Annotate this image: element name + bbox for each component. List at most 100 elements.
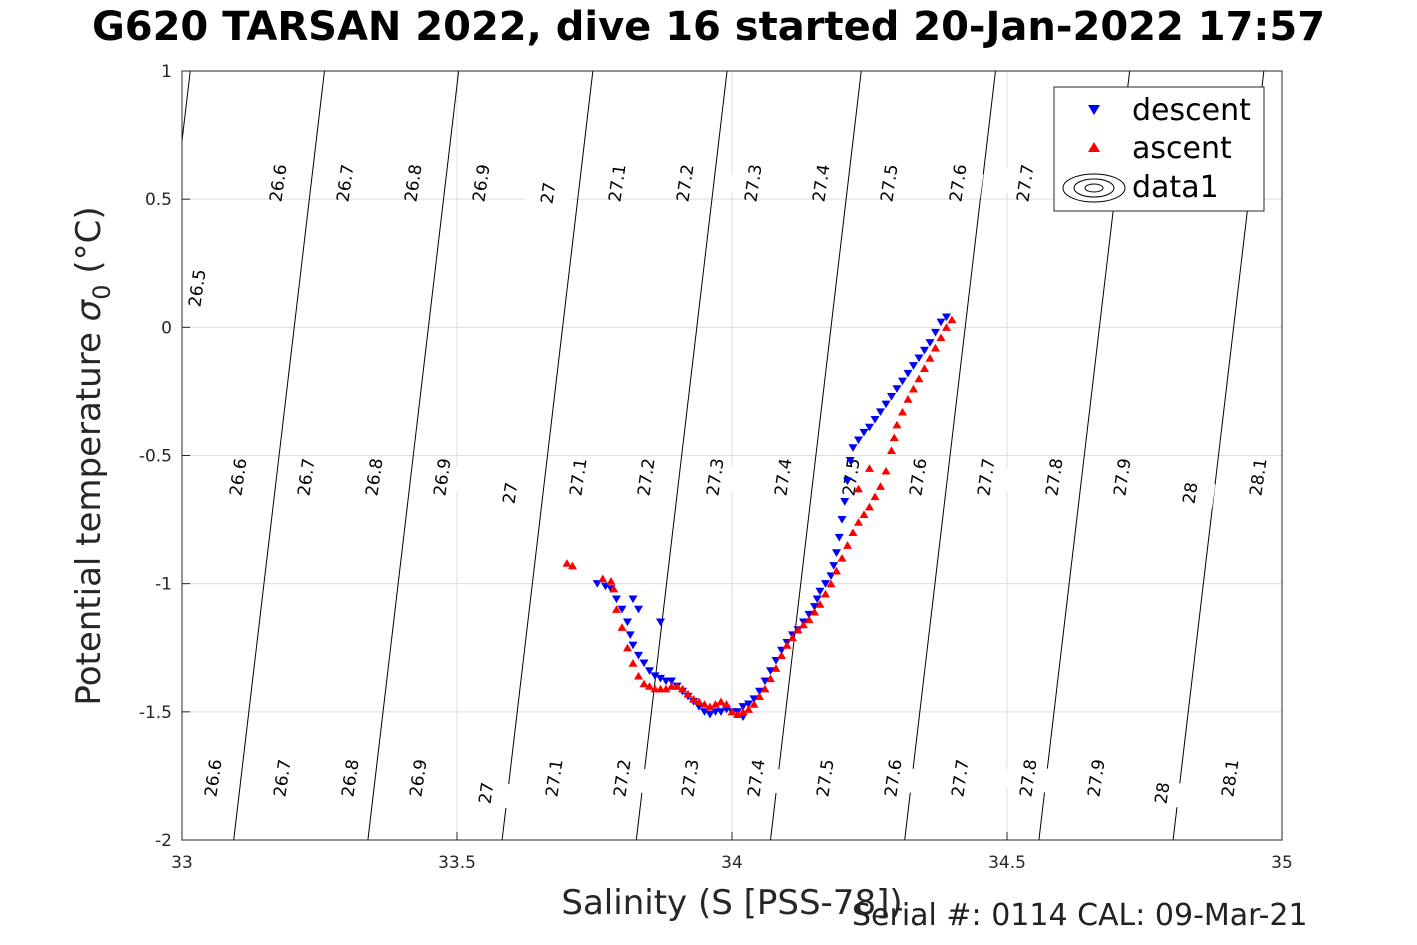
contour-label: 26.8 (401, 163, 426, 203)
ascent-point (859, 510, 869, 519)
contour-label: 27.6 (881, 758, 906, 798)
isopycnal-line (501, 71, 594, 840)
contour-label: 27.6 (906, 457, 931, 497)
descent-point (625, 631, 635, 639)
isopycnal-line (367, 71, 460, 840)
descent-point (639, 659, 649, 668)
descent-point (661, 677, 671, 686)
contour-label: 27.8 (1016, 758, 1041, 798)
contour-label: 27.3 (678, 758, 703, 798)
ascent-point (628, 659, 638, 667)
ascent-point (606, 577, 616, 585)
ascent-point (898, 407, 907, 416)
descent-point (870, 416, 880, 424)
contour-label: 27.4 (809, 163, 834, 203)
ascent-point (689, 694, 698, 703)
descent-point (804, 610, 814, 619)
contour-label-bg (732, 763, 782, 794)
contour-label: 27.5 (813, 758, 838, 798)
ascent-point (609, 584, 619, 593)
ascent-point (903, 395, 913, 403)
legend-descent-label: descent (1132, 93, 1251, 128)
ascent-point (705, 702, 715, 711)
descent-point (656, 618, 665, 627)
contour-label: 26.9 (469, 163, 494, 203)
descent-point (936, 318, 946, 327)
descent-point (628, 641, 638, 650)
contour-label: 27.4 (744, 758, 769, 798)
legend-ascent-label: ascent (1132, 131, 1232, 166)
y-axis-ticks: 1 0.5 0 -0.5 -1 -1.5 -2 (139, 62, 190, 851)
ascent-point (771, 664, 781, 672)
isopycnal-line (770, 71, 862, 840)
descent-point (920, 346, 929, 355)
ascent-point (947, 315, 957, 324)
contour-label-bg (418, 462, 468, 493)
legend: descent ascent data1 (1053, 86, 1265, 212)
contour-label-bg (801, 763, 851, 794)
ascent-point (854, 518, 863, 526)
contour-label-bg (389, 168, 439, 199)
y-tick-label: -2 (155, 831, 172, 851)
descent-point (840, 498, 850, 506)
descent-point (837, 515, 847, 524)
contour-label-bg (934, 168, 984, 199)
contour-label-bg (524, 178, 574, 209)
contour-label-bg (759, 462, 809, 493)
ascent-point (865, 464, 874, 472)
ascent-point (876, 482, 885, 490)
contour-label-bg (1098, 462, 1148, 493)
ascent-point (612, 605, 621, 613)
contour-label: 27.1 (542, 758, 567, 798)
ascent-point (870, 492, 880, 501)
descent-point (887, 392, 896, 401)
descent-point (744, 700, 753, 709)
descent-point (845, 457, 855, 465)
y-tick-label: -0.5 (139, 447, 172, 467)
contour-label: 27.3 (703, 457, 728, 497)
descent-point (755, 687, 764, 696)
descent-point (705, 710, 715, 719)
ascent-point (727, 707, 737, 716)
ascent-point (777, 651, 786, 660)
contour-label: 26.9 (406, 758, 431, 798)
legend-contour-icon (1062, 173, 1126, 203)
ascent-point (909, 384, 918, 393)
contour-label: 27.8 (1042, 457, 1067, 497)
contour-label: 26.6 (226, 457, 251, 497)
ascent-point (826, 579, 836, 588)
descent-point (815, 587, 825, 596)
descent-point (628, 595, 638, 604)
descent-point (645, 667, 654, 675)
contour-label-bg (729, 168, 779, 199)
ascent-point (755, 692, 764, 701)
contour-label-bg (457, 168, 507, 199)
ascent-point (865, 502, 874, 511)
contour-label: 27.7 (1013, 163, 1038, 203)
contour-label-bg (1234, 462, 1284, 493)
ascent-point (766, 674, 775, 683)
contour-label-bg (865, 168, 915, 199)
contour-labels: 26.5 26.6 26.7 26.8 26.9 27 27.1 27.2 27.3 27.4 27… (173, 163, 1284, 809)
contour-label: 27 (538, 181, 561, 205)
legend-box (1053, 86, 1265, 212)
contour-label: 26.6 (266, 163, 291, 203)
contour-label-bg (1138, 778, 1188, 809)
ascent-point (634, 671, 643, 680)
descent-point (859, 428, 869, 437)
descent-point (931, 328, 940, 337)
ascent-point (881, 466, 891, 475)
ascent-point (914, 374, 924, 383)
contour-label: 27.7 (974, 457, 999, 497)
ascent-point (749, 700, 759, 708)
contour-label-bg (1030, 462, 1080, 493)
ascent-point (804, 615, 814, 624)
descent-point (881, 400, 891, 409)
ascent-point (733, 710, 742, 718)
ascent-point (782, 641, 792, 649)
contour-label: 27.2 (610, 758, 635, 798)
contour-label-bg (189, 763, 239, 794)
contour-label-bg (214, 462, 264, 493)
x-tick-label: 33 (171, 853, 193, 873)
